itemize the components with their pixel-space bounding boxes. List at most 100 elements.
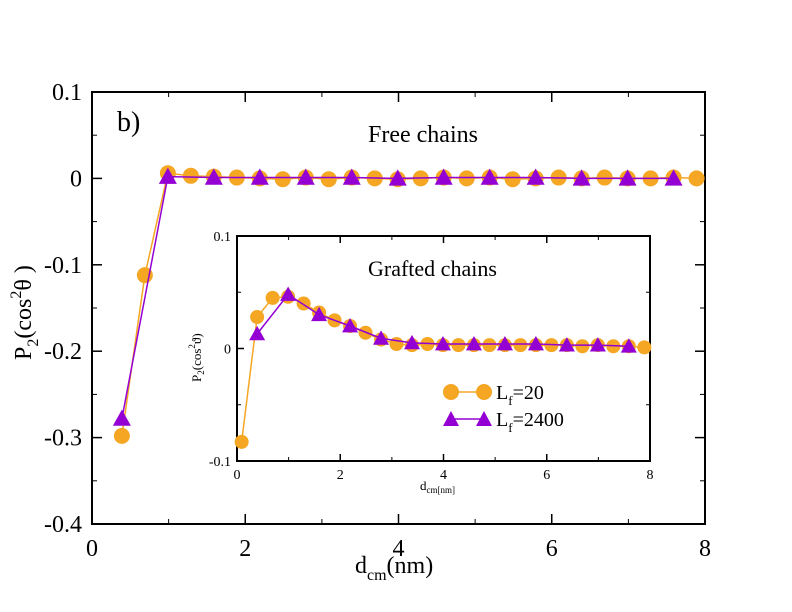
inset-chart: 0 2 4 6 8-0.100.1 Grafted chains dcm[nm] P2(… [187, 230, 654, 495]
inset-y-axis-label: P2(cos2ϑ) [187, 333, 206, 382]
main-point-lf2400 [112, 409, 131, 426]
main-point-lf20 [113, 427, 130, 444]
main-point-lf2400 [664, 169, 683, 186]
inset-point-lf2400 [465, 336, 482, 351]
inset-x-tick-label: 6 [543, 468, 550, 483]
inset-point-lf2400 [558, 337, 575, 352]
legend-marker-lf2400-b [476, 411, 492, 426]
inset-x-axis-label: dcm[nm] [420, 478, 455, 495]
inset-point-lf20 [513, 338, 528, 353]
main-xlabel-d: d [355, 553, 367, 579]
inset-y-tick-label: -0.1 [209, 455, 231, 470]
main-y-tick-label: 0.1 [52, 80, 82, 106]
legend-lf20-rest: =20 [513, 382, 544, 404]
inset-point-lf2400 [342, 318, 359, 333]
inset-point-lf20 [637, 340, 652, 355]
main-point-lf2400 [572, 169, 591, 186]
inset-point-lf2400 [280, 286, 297, 301]
main-point-lf2400 [480, 168, 499, 185]
main-point-lf2400 [526, 168, 545, 185]
main-ylabel-cos: (cos [11, 299, 37, 339]
main-point-lf2400 [434, 168, 453, 185]
grafted-chains-annotation: Grafted chains [368, 256, 497, 281]
inset-y-tick-label: 0 [224, 343, 231, 358]
inset-x-tick-label: 8 [647, 468, 654, 483]
inset-point-lf2400 [589, 337, 606, 352]
legend-label-lf2400: Lf=2400 [496, 409, 564, 435]
main-point-lf2400 [342, 168, 361, 185]
inset-point-lf2400 [311, 306, 328, 322]
main-xlabel-unit: (nm) [387, 553, 434, 579]
legend: Lf=20 Lf=2400 [443, 382, 564, 435]
legend-label-lf20: Lf=20 [496, 382, 544, 408]
main-x-tick-label: 4 [393, 536, 405, 562]
main-point-lf20 [688, 170, 705, 187]
main-point-lf20 [596, 169, 613, 186]
main-x-tick-label: 8 [699, 536, 711, 562]
inset-point-lf20 [575, 339, 590, 354]
inset-xlabel-sub: cm[nm] [427, 485, 456, 495]
inset-xlabel-d: d [420, 478, 427, 493]
inset-ylabel-cos: (cos [189, 349, 204, 371]
inset-ylabel-theta: ϑ) [189, 333, 204, 344]
main-series-group [112, 165, 705, 444]
main-x-tick-label: 0 [86, 536, 98, 562]
main-chart: 0 2 4 6 8-0.4-0.3-0.2-0.100.1 b) Free chains… [8, 80, 711, 584]
legend-marker-lf20-a [443, 384, 459, 400]
inset-point-lf2400 [496, 336, 513, 351]
inset-point-lf2400 [404, 334, 421, 350]
main-y-axis-label: P2(cos2θ ) [8, 265, 42, 360]
inset-axes: 0 2 4 6 8-0.100.1 [209, 230, 654, 483]
inset-x-tick-label: 0 [234, 468, 241, 483]
inset-series-group [234, 286, 652, 449]
main-axes: 0 2 4 6 8-0.4-0.3-0.2-0.100.1 [44, 80, 711, 562]
main-point-lf20 [458, 170, 475, 187]
legend-lf20-l: L [496, 382, 508, 404]
main-ylabel-sub: 2 [25, 339, 42, 347]
main-y-tick-label: -0.1 [44, 253, 82, 279]
main-y-tick-label: -0.3 [44, 426, 82, 452]
main-ylabel-theta: θ ) [11, 265, 37, 291]
main-y-tick-label: -0.4 [44, 512, 82, 538]
inset-ylabel-sub: 2 [196, 370, 206, 375]
main-point-lf20 [182, 167, 199, 184]
legend-lf2400-sub: f [508, 420, 513, 435]
main-point-lf2400 [296, 168, 315, 185]
legend-lf20-sub: f [508, 393, 513, 408]
main-x-axis-label: dcm(nm) [355, 553, 433, 584]
main-point-lf2400 [204, 168, 223, 185]
inset-point-lf2400 [620, 338, 637, 353]
main-x-tick-label: 6 [546, 536, 558, 562]
inset-point-lf2400 [373, 330, 390, 345]
inset-point-lf2400 [249, 325, 266, 341]
panel-label: b) [117, 107, 140, 138]
main-point-lf2400 [158, 167, 177, 184]
main-y-tick-label: 0 [70, 166, 82, 192]
inset-point-lf20 [389, 337, 404, 351]
main-ylabel-sup: 2 [8, 291, 25, 299]
inset-ylabel-p: P [189, 375, 204, 382]
legend-lf2400-rest: =2400 [513, 409, 564, 431]
legend-marker-lf2400-a [443, 411, 459, 426]
main-point-lf2400 [250, 168, 269, 185]
inset-x-tick-label: 2 [337, 468, 344, 483]
inset-point-lf20 [451, 338, 466, 353]
inset-point-lf20 [482, 338, 497, 353]
main-xlabel-sub: cm [367, 567, 387, 584]
inset-point-lf20 [250, 310, 265, 324]
free-chains-annotation: Free chains [368, 122, 478, 148]
inset-x-tick-label: 4 [440, 468, 447, 483]
main-point-lf2400 [388, 169, 407, 186]
inset-point-lf20 [265, 290, 280, 305]
inset-y-tick-label: 0.1 [214, 230, 232, 245]
inset-point-lf2400 [527, 336, 544, 351]
inset-point-lf2400 [434, 336, 451, 351]
main-ylabel-p: P [11, 347, 37, 360]
main-y-tick-label: -0.2 [44, 339, 82, 365]
legend-marker-lf20-b [476, 384, 492, 400]
main-point-lf20 [274, 171, 291, 188]
inset-ylabel-sup: 2 [187, 344, 197, 349]
main-x-tick-label: 2 [239, 536, 251, 562]
main-point-lf20 [320, 171, 337, 188]
